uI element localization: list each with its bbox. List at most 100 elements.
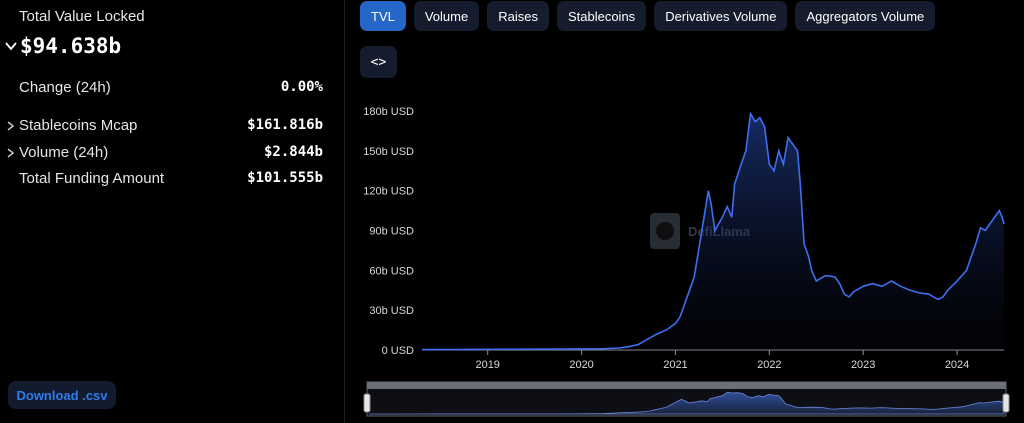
tvl-data-point [853, 291, 855, 293]
tvl-data-point [618, 347, 620, 349]
x-tick-label: 2021 [663, 359, 687, 371]
summary-panel: Total Value Locked $94.638b Change (24h)… [0, 0, 340, 423]
tvl-data-point [998, 210, 1000, 212]
tvl-data-point [679, 316, 681, 318]
tvl-data-point [984, 230, 986, 232]
tvl-data-point [731, 216, 733, 218]
tvl-data-point [787, 137, 789, 139]
tvl-data-point [839, 283, 841, 285]
tvl-data-point [799, 183, 801, 185]
chevron-right-icon[interactable] [6, 121, 15, 131]
tvl-data-point [581, 348, 583, 350]
slider-top-bar[interactable] [367, 382, 1006, 389]
tvl-data-point [989, 223, 991, 225]
tvl-data-point [834, 276, 836, 278]
tvl-data-point [714, 230, 716, 232]
slider-right-handle[interactable] [1002, 393, 1010, 413]
tvl-data-point [792, 143, 794, 145]
change-row: Change (24h) 0.00% [19, 79, 323, 96]
tvl-series-line [421, 111, 1005, 351]
tvl-data-point [928, 293, 930, 295]
tvl-data-point [1003, 223, 1005, 225]
tvl-data-point [994, 216, 996, 218]
funding-value: $101.555b [247, 170, 323, 186]
tvl-data-point [966, 269, 968, 271]
tvl-data-point [862, 285, 864, 287]
tab-volume[interactable]: Volume [413, 1, 480, 31]
embed-code-button[interactable]: <> [360, 46, 397, 78]
tvl-data-point [740, 163, 742, 165]
tvl-value: $94.638b [20, 34, 122, 58]
stablecoins-label-wrap[interactable]: Stablecoins Mcap [7, 117, 138, 134]
tvl-data-point [693, 276, 695, 278]
y-axis: 0 USD 30b USD 60b USD 90b USD 120b USD 150b U… [363, 106, 1004, 357]
download-csv-button[interactable]: Download .csv [8, 381, 116, 409]
tvl-data-point [689, 289, 691, 291]
chevron-right-icon[interactable] [6, 148, 15, 158]
tvl-data-point [707, 190, 709, 192]
y-tick-label: 30b USD [369, 305, 414, 317]
tvl-data-point [970, 256, 972, 258]
tab-aggregators-volume[interactable]: Aggregators Volume [795, 1, 936, 31]
tvl-data-point [646, 338, 648, 340]
y-tick-label: 90b USD [369, 226, 414, 238]
tvl-data-point [815, 280, 817, 282]
stablecoins-value: $161.816b [247, 117, 323, 133]
x-tick-label: 2023 [851, 359, 875, 371]
tvl-data-point [637, 344, 639, 346]
volume-label-wrap[interactable]: Volume (24h) [7, 144, 108, 161]
tvl-data-point [684, 303, 686, 305]
tvl-data-point [1001, 216, 1003, 218]
volume-row[interactable]: Volume (24h) $2.844b [7, 144, 323, 161]
tab-derivatives-volume[interactable]: Derivatives Volume [654, 1, 788, 31]
tvl-data-point [759, 117, 761, 119]
y-tick-label: 60b USD [369, 265, 414, 277]
tvl-data-point [975, 243, 977, 245]
tvl-data-point [808, 256, 810, 258]
change-value: 0.00% [280, 79, 323, 95]
tvl-data-point [933, 296, 935, 298]
range-slider[interactable] [363, 381, 1010, 417]
tab-tvl[interactable]: TVL [360, 1, 406, 31]
tvl-data-point [909, 289, 911, 291]
tab-stablecoins[interactable]: Stablecoins [556, 1, 647, 31]
tvl-data-point [726, 206, 728, 208]
tvl-data-point [919, 292, 921, 294]
tvl-data-point [881, 285, 883, 287]
tvl-chart[interactable]: 0 USD 30b USD 60b USD 90b USD 120b USD 150b U… [345, 100, 1024, 423]
y-tick-label: 0 USD [382, 345, 414, 357]
stablecoins-row[interactable]: Stablecoins Mcap $161.816b [7, 117, 323, 134]
panel-divider [344, 0, 345, 423]
chevron-down-icon[interactable] [4, 39, 18, 53]
tvl-data-point [956, 280, 958, 282]
tvl-data-point [656, 333, 658, 335]
tvl-data-point [768, 163, 770, 165]
tvl-row[interactable]: $94.638b [4, 34, 121, 58]
llama-logo-eye [656, 222, 674, 240]
x-axis: 2019 2020 2021 2022 2023 2024 [475, 350, 969, 371]
tvl-data-point [524, 348, 526, 350]
tvl-data-point [665, 329, 667, 331]
x-tick-label: 2024 [945, 359, 969, 371]
tvl-label: Total Value Locked [19, 8, 145, 25]
chart-panel: TVL Volume Raises Stablecoins Derivatives Vo… [345, 0, 1024, 423]
tab-raises[interactable]: Raises [487, 1, 549, 31]
tvl-data-point [764, 126, 766, 128]
tvl-data-point [599, 348, 601, 350]
y-tick-label: 150b USD [363, 146, 414, 158]
slider-mini-area [369, 391, 1005, 415]
tvl-area-fill [422, 113, 1004, 350]
tvl-data-point [778, 150, 780, 152]
stablecoins-label: Stablecoins Mcap [19, 117, 138, 134]
tvl-data-point [980, 227, 982, 229]
volume-value: $2.844b [263, 144, 323, 160]
tvl-data-point [942, 296, 944, 298]
change-label: Change (24h) [19, 79, 111, 96]
tvl-data-point [848, 296, 850, 298]
slider-left-handle[interactable] [363, 393, 371, 413]
tvl-data-point [721, 216, 723, 218]
y-tick-label: 120b USD [363, 186, 414, 198]
tvl-data-point [628, 346, 630, 348]
tvl-data-point [750, 113, 752, 115]
tvl-data-point [710, 203, 712, 205]
